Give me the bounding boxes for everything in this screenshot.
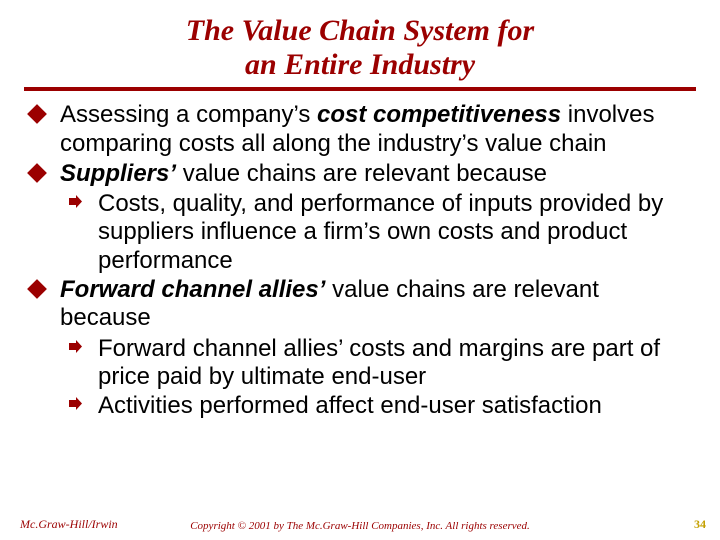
diamond-bullet-icon	[27, 279, 47, 299]
text-run: Suppliers’	[60, 160, 176, 187]
diamond-bullet-icon	[27, 104, 47, 124]
bullet-text: Forward channel allies’ costs and margin…	[98, 335, 660, 390]
bullet-level-1: Suppliers’ value chains are relevant bec…	[24, 160, 696, 188]
diamond-bullet-icon	[27, 163, 47, 183]
bullet-text: Forward channel allies’ value chains are…	[60, 276, 599, 331]
text-run: value chains are relevant because	[176, 160, 547, 187]
bullet-text: Assessing a company’s cost competitivene…	[60, 101, 654, 156]
bullet-level-2: Activities performed affect end-user sat…	[24, 392, 696, 420]
title-rule	[24, 87, 696, 91]
footer-right: 34	[694, 517, 706, 532]
title-line-1: The Value Chain System for	[24, 14, 696, 48]
arrow-bullet-icon	[68, 339, 83, 354]
bullet-text: Activities performed affect end-user sat…	[98, 392, 602, 419]
bullet-level-2: Forward channel allies’ costs and margin…	[24, 335, 696, 392]
bullet-text: Suppliers’ value chains are relevant bec…	[60, 160, 547, 187]
footer-center: Copyright © 2001 by The Mc.Graw-Hill Com…	[0, 520, 720, 532]
bullet-level-1: Assessing a company’s cost competitivene…	[24, 101, 696, 158]
text-run: cost competitiveness	[317, 101, 561, 128]
text-run: Assessing a company’s	[60, 101, 317, 128]
arrow-bullet-icon	[68, 194, 83, 209]
bullet-text: Costs, quality, and performance of input…	[98, 190, 663, 274]
text-run: Activities performed affect end-user sat…	[98, 392, 602, 419]
slide-title: The Value Chain System for an Entire Ind…	[24, 14, 696, 81]
title-line-2: an Entire Industry	[24, 48, 696, 82]
slide-body: Assessing a company’s cost competitivene…	[24, 101, 696, 420]
bullet-level-2: Costs, quality, and performance of input…	[24, 190, 696, 275]
text-run: Costs, quality, and performance of input…	[98, 190, 663, 274]
text-run: Forward channel allies’	[60, 276, 325, 303]
arrow-bullet-icon	[68, 396, 83, 411]
slide-footer: Mc.Graw-Hill/Irwin Copyright © 2001 by T…	[0, 514, 720, 532]
slide: The Value Chain System for an Entire Ind…	[0, 0, 720, 540]
text-run: Forward channel allies’ costs and margin…	[98, 335, 660, 390]
bullet-level-1: Forward channel allies’ value chains are…	[24, 276, 696, 333]
